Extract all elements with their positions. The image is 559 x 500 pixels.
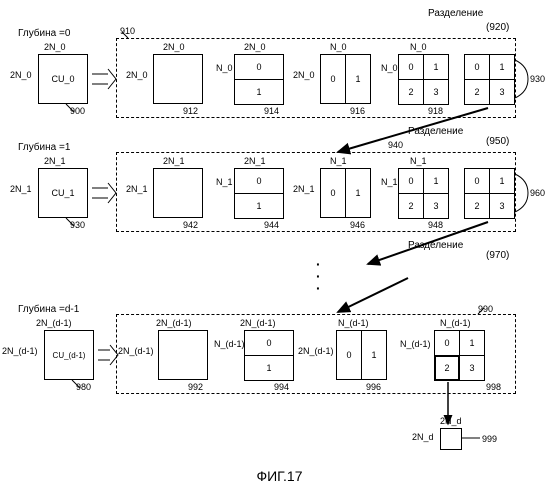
- ref-998: 998: [486, 382, 501, 392]
- b918-left: N_0: [381, 63, 398, 73]
- b912-top: 2N_0: [163, 42, 185, 52]
- b914-left: N_0: [216, 63, 233, 73]
- b916: 0 1: [320, 54, 370, 104]
- cud-left-2n: 2N_(d-1): [2, 346, 44, 356]
- b948: 0 1 2 3: [398, 168, 448, 218]
- b918: 0 1 2 3: [398, 54, 448, 104]
- b918-top: N_0: [410, 42, 427, 52]
- cu0-top-2n: 2N_0: [44, 42, 66, 52]
- figure-caption: ФИГ.17: [8, 468, 551, 484]
- b942: [153, 168, 203, 218]
- cu1-label: CU_1: [51, 188, 74, 198]
- ref-930-split: 930: [530, 74, 545, 84]
- b994-left: N_(d-1): [214, 339, 244, 349]
- ref-946: 946: [350, 220, 365, 230]
- ref-940: 940: [388, 140, 403, 150]
- label-razdelenie-2: Разделение: [408, 126, 463, 137]
- b944-left: N_1: [216, 177, 233, 187]
- b996: 0 1: [336, 330, 386, 380]
- ref-960: 960: [530, 188, 545, 198]
- b996-left: 2N_(d-1): [298, 346, 338, 356]
- b916-top: N_0: [330, 42, 347, 52]
- cu1-top-2n: 2N_1: [44, 156, 66, 166]
- cud-box: CU_(d-1): [44, 330, 94, 380]
- cud-label: CU_(d-1): [53, 351, 86, 360]
- b992-top: 2N_(d-1): [156, 318, 192, 328]
- ref-916: 916: [350, 106, 365, 116]
- b948-left: N_1: [381, 177, 398, 187]
- b992-left: 2N_(d-1): [118, 346, 158, 356]
- b914-top: 2N_0: [244, 42, 266, 52]
- split-960: 0 1 2 3: [464, 168, 514, 218]
- b912: [153, 54, 203, 104]
- b912-left: 2N_0: [126, 70, 148, 80]
- ref-996: 996: [366, 382, 381, 392]
- ref-942: 942: [183, 220, 198, 230]
- depth-label-d1: Глубина =d-1: [18, 304, 79, 315]
- b946-left: 2N_1: [293, 184, 315, 194]
- b942-top: 2N_1: [163, 156, 185, 166]
- b994-top: 2N_(d-1): [240, 318, 276, 328]
- final-top: 2N_d: [440, 416, 462, 426]
- b914-top-half: 0: [234, 54, 284, 80]
- b998-top: N_(d-1): [440, 318, 471, 328]
- b948-top: N_1: [410, 156, 427, 166]
- b942-left: 2N_1: [126, 184, 148, 194]
- b914: 0 1: [234, 54, 284, 104]
- cu1-box: CU_1: [38, 168, 88, 218]
- diagram-canvas: Разделение (920) Глубина =0 2N_0 2N_0 CU…: [8, 8, 551, 492]
- ref-992: 992: [188, 382, 203, 392]
- depth-label-0: Глубина =0: [18, 28, 70, 39]
- ref-918: 918: [428, 106, 443, 116]
- b944-top: 2N_1: [244, 156, 266, 166]
- ref-900: 900: [70, 106, 85, 116]
- ref-912: 912: [183, 106, 198, 116]
- ref-990: 990: [478, 304, 493, 314]
- ref-944: 944: [264, 220, 279, 230]
- b992: [158, 330, 208, 380]
- b916-left: 2N_0: [293, 70, 315, 80]
- b916-l: 0: [320, 54, 346, 104]
- label-razdelenie-3: Разделение: [408, 240, 463, 251]
- ref-914: 914: [264, 106, 279, 116]
- vdots3: ·: [316, 280, 321, 296]
- cu0-box: CU_0: [38, 54, 88, 104]
- final-left: 2N_d: [412, 432, 434, 442]
- label-razdelenie-1: Разделение: [428, 8, 483, 19]
- b998: 0 1 2 3: [434, 330, 484, 380]
- ref-930b: 930: [70, 220, 85, 230]
- b944: 0 1: [234, 168, 284, 218]
- cu0-left-2n: 2N_0: [10, 70, 32, 80]
- b994: 0 1: [244, 330, 294, 380]
- cu1-left-2n: 2N_1: [10, 184, 32, 194]
- b946: 0 1: [320, 168, 370, 218]
- depth-label-1: Глубина =1: [18, 142, 70, 153]
- cu0-label: CU_0: [51, 74, 74, 84]
- ref-948: 948: [428, 220, 443, 230]
- label-920: (920): [486, 22, 509, 33]
- b998-left: N_(d-1): [400, 339, 434, 349]
- b914-bot-half: 1: [234, 79, 284, 105]
- b916-r: 1: [345, 54, 371, 104]
- final-box: [440, 428, 462, 450]
- b946-top: N_1: [330, 156, 347, 166]
- label-970: (970): [486, 250, 509, 261]
- split-930: 0 1 2 3: [464, 54, 514, 104]
- ref-994: 994: [274, 382, 289, 392]
- cud-top-2n: 2N_(d-1): [36, 318, 72, 328]
- label-950: (950): [486, 136, 509, 147]
- ref-910: 910: [120, 26, 135, 36]
- ref-999: 999: [482, 434, 497, 444]
- b996-top: N_(d-1): [338, 318, 369, 328]
- ref-980: 980: [76, 382, 91, 392]
